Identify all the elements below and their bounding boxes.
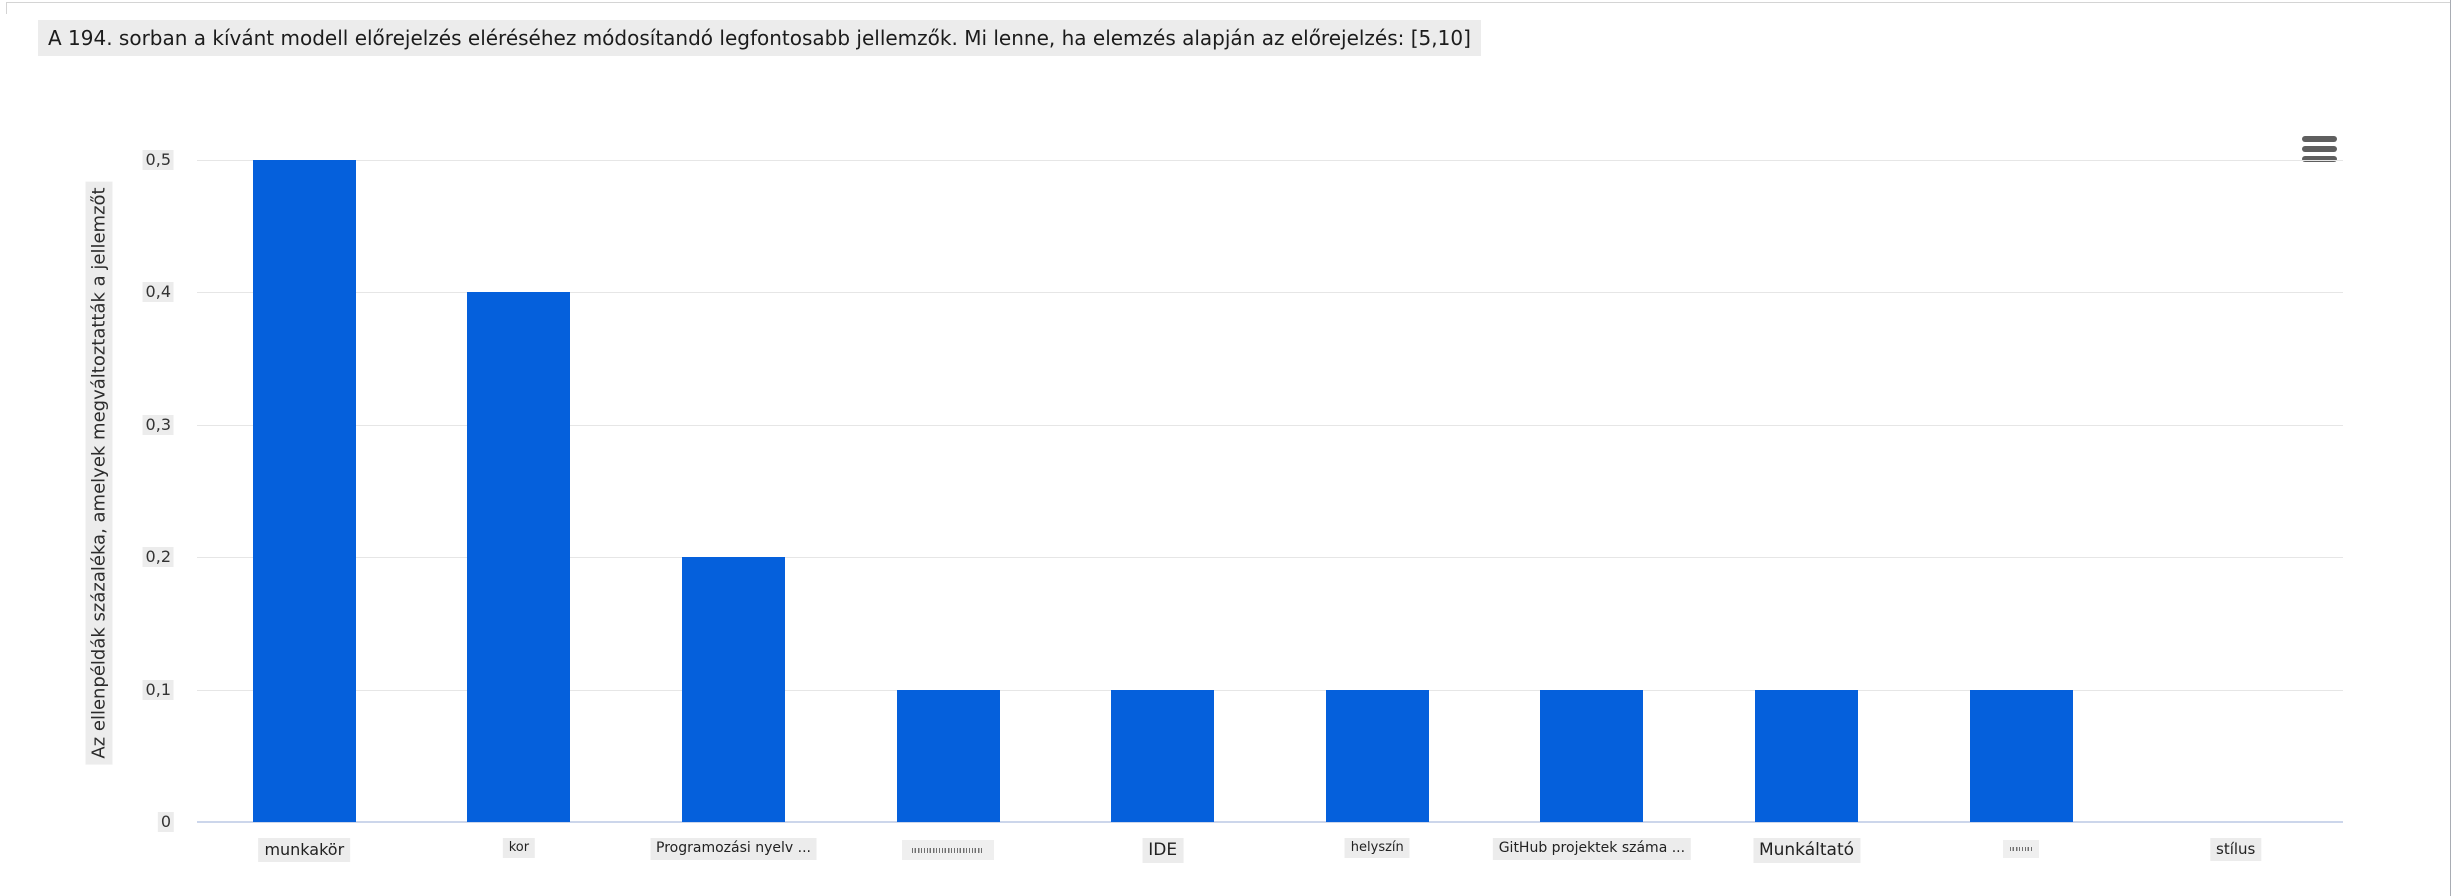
y-tick-label: 0,1 bbox=[142, 679, 174, 700]
bar[interactable] bbox=[252, 160, 356, 822]
illegible-text bbox=[2010, 847, 2033, 851]
x-category-label: IDE bbox=[1142, 838, 1184, 864]
bar[interactable] bbox=[1540, 689, 1644, 822]
bar[interactable] bbox=[1111, 689, 1215, 822]
hamburger-icon bbox=[2302, 146, 2337, 152]
plot-area bbox=[197, 160, 2343, 823]
y-tick-label: 0 bbox=[157, 812, 174, 832]
hamburger-icon bbox=[2302, 156, 2337, 162]
x-category-label: Munkáltató bbox=[1752, 838, 1861, 864]
hamburger-icon bbox=[2302, 136, 2337, 142]
bar[interactable] bbox=[896, 689, 1000, 822]
gridline bbox=[197, 557, 2343, 559]
chart-menu-button[interactable] bbox=[2300, 132, 2340, 166]
bar[interactable] bbox=[1969, 689, 2073, 822]
bar[interactable] bbox=[1325, 689, 1429, 822]
bar[interactable] bbox=[682, 557, 785, 822]
gridline bbox=[197, 424, 2343, 426]
chart-title: A 194. sorban a kívánt modell előrejelzé… bbox=[38, 20, 1481, 56]
x-category-label: munkakör bbox=[258, 838, 351, 862]
container-right-border bbox=[2450, 0, 2451, 896]
gridline bbox=[197, 689, 2343, 691]
container-top-border bbox=[6, 2, 2450, 3]
y-tick-label: 0,5 bbox=[142, 150, 174, 170]
container-left-border bbox=[6, 2, 7, 14]
x-axis-line bbox=[197, 821, 2343, 823]
x-category-label-illegible bbox=[2003, 840, 2040, 858]
x-category-label: stílus bbox=[2210, 838, 2262, 861]
bar[interactable] bbox=[1755, 689, 1858, 822]
y-tick-label: 0,3 bbox=[142, 414, 174, 435]
y-tick-label: 0,4 bbox=[142, 282, 174, 303]
y-tick-label: 0,2 bbox=[142, 547, 174, 568]
illegible-text bbox=[912, 847, 985, 853]
x-category-label: Programozási nyelv ... bbox=[650, 838, 817, 860]
y-axis-title: Az ellenpéldák százaléka, amelyek megvál… bbox=[85, 181, 113, 765]
x-category-label-illegible bbox=[902, 840, 995, 860]
gridline bbox=[197, 292, 2343, 294]
gridline bbox=[197, 160, 2343, 161]
bar[interactable] bbox=[467, 292, 571, 822]
x-category-label: helyszín bbox=[1344, 838, 1410, 859]
x-category-label: GitHub projektek száma ... bbox=[1492, 838, 1692, 860]
x-category-label: kor bbox=[502, 838, 536, 859]
